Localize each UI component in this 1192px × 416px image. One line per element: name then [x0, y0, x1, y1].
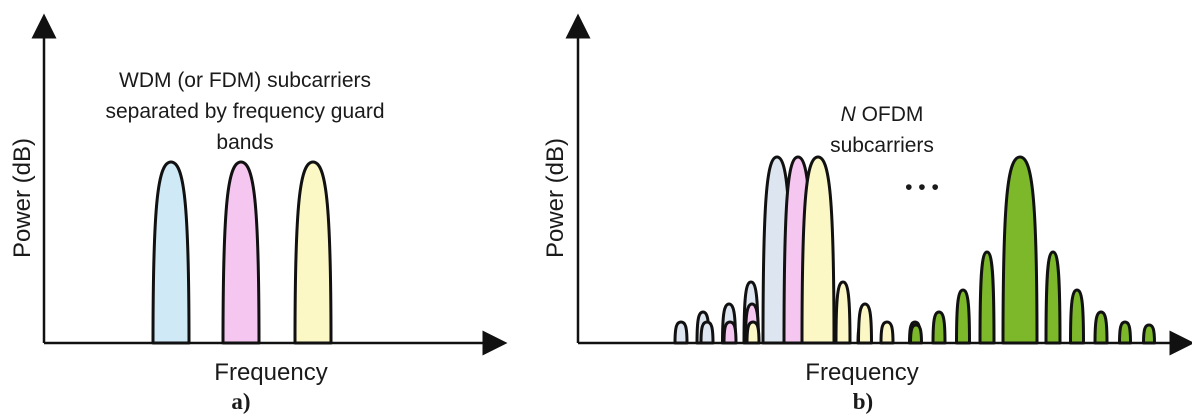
ofdm-subcarrier-2-sidelobe-left-3 [722, 320, 738, 345]
ofdm-subcarrier-n-sidelobe-left-1 [978, 250, 996, 345]
ofdm-subcarrier-3-sidelobe-right-2 [857, 302, 873, 345]
panel-a-y-axis-label: Power (dB) [9, 138, 36, 258]
panel-a-x-axis-label: Frequency [214, 359, 327, 386]
panel-a: Power (dB) Frequency WDM (or FDM) subcar… [9, 13, 508, 414]
panel-a-label: a) [231, 389, 250, 414]
panel-b-label: b) [853, 389, 873, 414]
ofdm-subcarrier-n-sidelobe-right-4 [1118, 320, 1132, 345]
panel-b-annotation-n: N [841, 103, 857, 126]
ofdm-edge-sidelobe-1 [673, 320, 689, 345]
panel-b: Power (dB) Frequency N OFDM subcarriers … [542, 13, 1192, 414]
wdm-subcarrier-blue [151, 160, 191, 345]
ofdm-subcarrier-n-main [1001, 155, 1039, 345]
panel-b-ellipsis: • • • [905, 176, 939, 199]
ofdm-subcarrier-n-sidelobe-left-3 [931, 310, 947, 345]
wdm-subcarrier-yellow [293, 160, 333, 345]
ofdm-subcarrier-n-sidelobe-right-3 [1093, 310, 1109, 345]
wdm-subcarrier-pink [221, 160, 261, 345]
ofdm-subcarrier-3-sidelobe-right-3 [879, 320, 895, 345]
ofdm-subcarrier-3-main [800, 155, 836, 345]
panel-a-annotation-line-3: bands [216, 131, 273, 154]
ofdm-subcarrier-n-sidelobe-right-2 [1069, 288, 1085, 345]
panel-a-annotation-line-2: separated by frequency guard [105, 100, 384, 123]
ofdm-subcarrier-3-sidelobe-right-1 [834, 280, 852, 345]
panel-b-subcarriers [673, 155, 1156, 345]
panel-b-annotation-line-2: subcarriers [830, 134, 934, 157]
ofdm-subcarrier-n-sidelobe-right-5 [1142, 323, 1156, 345]
panel-b-x-axis-label: Frequency [805, 359, 918, 386]
ofdm-subcarrier-n-sidelobe-left-5 [909, 323, 923, 345]
panel-a-subcarriers [151, 160, 333, 345]
ofdm-subcarrier-n-sidelobe-left-2 [955, 288, 971, 345]
panel-a-annotation-line-1: WDM (or FDM) subcarriers [119, 69, 371, 92]
ofdm-subcarrier-1-sidelobe-left-3 [699, 320, 715, 345]
panel-b-y-axis-label: Power (dB) [542, 138, 569, 258]
panel-b-annotation-line-1: N OFDM [841, 103, 924, 126]
panel-b-annotation-ofdm: OFDM [856, 103, 924, 126]
ofdm-subcarrier-n-sidelobe-right-1 [1044, 250, 1062, 345]
ofdm-subcarrier-3-sidelobe-left-3 [745, 320, 761, 345]
